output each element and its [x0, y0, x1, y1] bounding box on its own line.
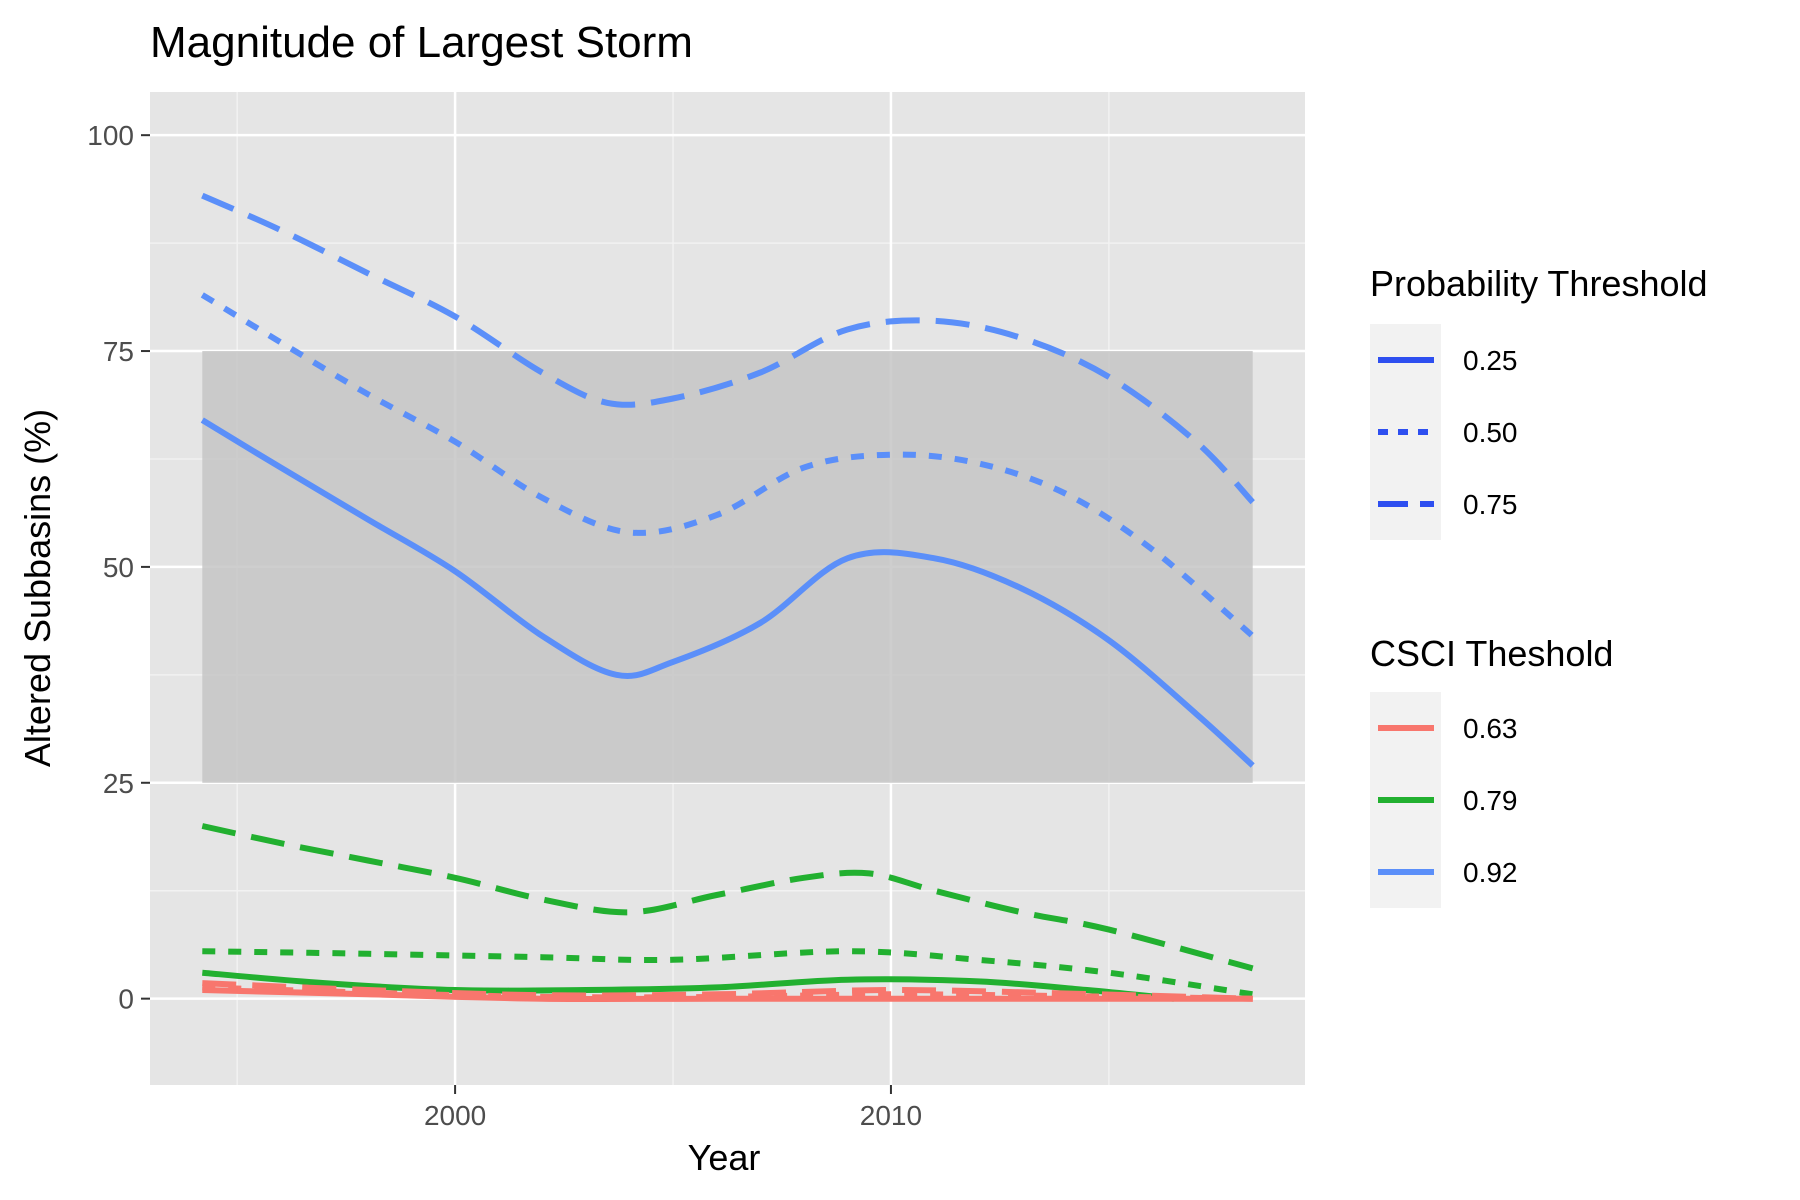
series-line-csci-0.79-prob-0.50	[202, 948, 1254, 998]
series-line-csci-0.92-prob-0.75	[201, 192, 1255, 505]
series-line-csci-0.92-prob-0.50	[200, 292, 1255, 639]
series-line-csci-0.79-prob-0.25	[202, 969, 1175, 1002]
x-axis-title: Year	[688, 1137, 761, 1178]
y-tick-label: 50	[103, 552, 134, 583]
legend-title-probability: Probability Threshold	[1370, 263, 1708, 304]
legend: Probability Threshold CSCI Theshold 0.25…	[1370, 263, 1708, 908]
plot-panel	[150, 92, 1305, 1085]
shaded-band	[202, 351, 1253, 783]
legend-label-csci-0.92: 0.92	[1463, 857, 1518, 888]
y-tick-label: 75	[103, 336, 134, 367]
x-tick-label: 2010	[860, 1100, 922, 1131]
legend-label-csci-0.79: 0.79	[1463, 785, 1518, 816]
chart-title: Magnitude of Largest Storm	[150, 18, 693, 67]
series-line-csci-0.79-prob-0.75	[201, 823, 1254, 972]
legend-label-probability-0.50: 0.50	[1463, 417, 1518, 448]
series-line-csci-0.63-prob-0.25	[202, 987, 1253, 1003]
legend-title-csci: CSCI Theshold	[1370, 633, 1613, 674]
axes: 0 25 50 75 100 2000 2010	[87, 120, 922, 1131]
y-tick-label: 100	[87, 120, 134, 151]
x-tick-label: 2000	[424, 1100, 486, 1131]
y-axis-title: Altered Subbasins (%)	[17, 409, 58, 767]
legend-label-probability-0.25: 0.25	[1463, 345, 1518, 376]
legend-label-probability-0.75: 0.75	[1463, 489, 1518, 520]
y-tick-label: 25	[103, 768, 134, 799]
y-tick-label: 0	[118, 984, 134, 1015]
legend-label-csci-0.63: 0.63	[1463, 713, 1518, 744]
series-line-csci-0.92-prob-0.25	[200, 417, 1255, 768]
